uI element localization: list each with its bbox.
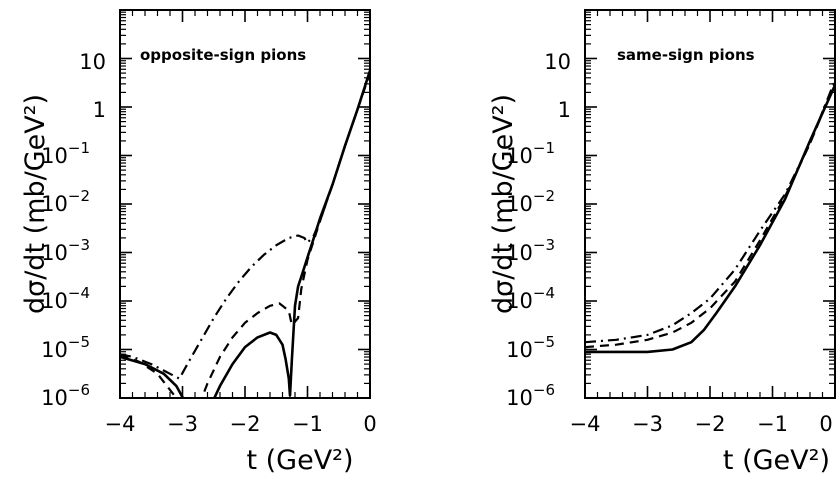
left-series-solid-line (120, 70, 370, 398)
right-x-axis-label: t (GeV²) (723, 445, 830, 476)
right-panel: same-sign pions −4 −3 −2 −1 0 t (GeV²) d… (488, 9, 836, 476)
left-x-tick-label: 0 (363, 412, 376, 436)
left-x-tick-label: −2 (230, 412, 261, 436)
right-y-tick-label: 10−6 (506, 381, 555, 410)
left-y-axis-label: dσ/dt (mb/GeV²) (20, 94, 51, 314)
right-y-tick-label: 10−5 (506, 333, 555, 362)
right-x-tick-label: −3 (632, 412, 663, 436)
right-y-tick-labels: 10−6 10−5 10−4 10−3 10−2 10−1 1 10 (506, 50, 571, 410)
right-series-dashed-line (585, 82, 835, 349)
left-panel: opposite-sign pions −4 −3 −2 −1 0 t (GeV… (20, 9, 377, 476)
right-y-tick-label: 10 (544, 50, 571, 74)
right-series-dashdot-line (585, 79, 835, 344)
left-y-tick-label: 10−3 (41, 236, 90, 265)
left-y-tick-label: 10 (79, 50, 106, 74)
left-y-tick-label: 10−1 (41, 139, 90, 168)
right-y-axis-label: dσ/dt (mb/GeV²) (488, 94, 519, 314)
right-y-tick-label: 1 (558, 98, 571, 122)
left-series-dashdot-line (120, 70, 370, 380)
left-y-tick-labels: 10−6 10−5 10−4 10−3 10−2 10−1 1 10 (41, 50, 106, 410)
left-x-tick-label: −1 (292, 412, 323, 436)
right-panel-annotation: same-sign pions (617, 46, 755, 64)
right-y-tick-label: 10−1 (506, 139, 555, 168)
left-y-tick-label: 10−5 (41, 333, 90, 362)
right-x-tick-labels: −4 −3 −2 −1 0 (570, 412, 833, 436)
left-ticks (119, 10, 371, 399)
left-series (120, 70, 370, 398)
right-y-tick-label: 10−3 (506, 236, 555, 265)
right-x-tick-label: −4 (570, 412, 601, 436)
right-series-solid-line (585, 84, 835, 354)
left-x-tick-label: −3 (167, 412, 198, 436)
right-series (585, 79, 835, 354)
left-plot-frame (119, 9, 371, 399)
left-panel-annotation: opposite-sign pions (140, 46, 306, 64)
right-plot-frame (584, 9, 836, 399)
right-x-tick-label: 0 (819, 412, 832, 436)
left-x-tick-labels: −4 −3 −2 −1 0 (105, 412, 377, 436)
right-x-tick-label: −2 (695, 412, 726, 436)
left-x-tick-label: −4 (105, 412, 136, 436)
left-y-tick-label: 10−4 (41, 284, 90, 313)
left-y-tick-label: 1 (93, 98, 106, 122)
left-y-tick-label: 10−2 (41, 187, 90, 216)
right-ticks (584, 10, 836, 399)
right-y-tick-label: 10−4 (506, 284, 555, 313)
right-x-tick-label: −1 (757, 412, 788, 436)
right-y-tick-label: 10−2 (506, 187, 555, 216)
left-x-axis-label: t (GeV²) (246, 445, 353, 476)
left-y-tick-label: 10−6 (41, 381, 90, 410)
